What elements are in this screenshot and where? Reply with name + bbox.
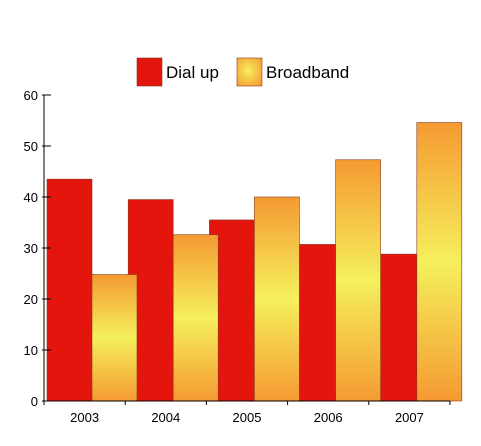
y-tick-label-10: 10 bbox=[24, 343, 38, 358]
legend-label-broadband: Broadband bbox=[266, 63, 349, 82]
chart-legend: Dial up Broadband bbox=[136, 57, 349, 87]
x-tick-label-2004: 2004 bbox=[151, 410, 180, 425]
legend-swatch-broadband bbox=[236, 57, 263, 87]
bars-group bbox=[46, 122, 463, 402]
bar-broadband-2005 bbox=[254, 196, 300, 402]
y-tick-label-40: 40 bbox=[24, 190, 38, 205]
x-tick-label-2007: 2007 bbox=[395, 410, 424, 425]
x-tick-label-2005: 2005 bbox=[233, 410, 262, 425]
bar-broadband-2003 bbox=[91, 274, 138, 402]
x-tick-label-2003: 2003 bbox=[70, 410, 99, 425]
bar-broadband-2006 bbox=[335, 159, 381, 402]
y-tick-label-30: 30 bbox=[24, 241, 38, 256]
bar-broadband-2007 bbox=[416, 122, 463, 402]
axes-group: 0 10 20 30 40 50 60 2003 2004 2005 2006 2007 bbox=[24, 88, 451, 425]
x-tick-label-2006: 2006 bbox=[314, 410, 343, 425]
legend-label-dial-up: Dial up bbox=[166, 63, 219, 82]
bar-broadband-2004 bbox=[172, 234, 219, 402]
bar-dial-up-2003 bbox=[46, 178, 93, 402]
y-tick-label-60: 60 bbox=[24, 88, 38, 103]
legend-swatch-dial-up bbox=[136, 57, 163, 87]
y-tick-label-50: 50 bbox=[24, 139, 38, 154]
y-tick-label-20: 20 bbox=[24, 292, 38, 307]
y-tick-label-0: 0 bbox=[31, 394, 38, 409]
